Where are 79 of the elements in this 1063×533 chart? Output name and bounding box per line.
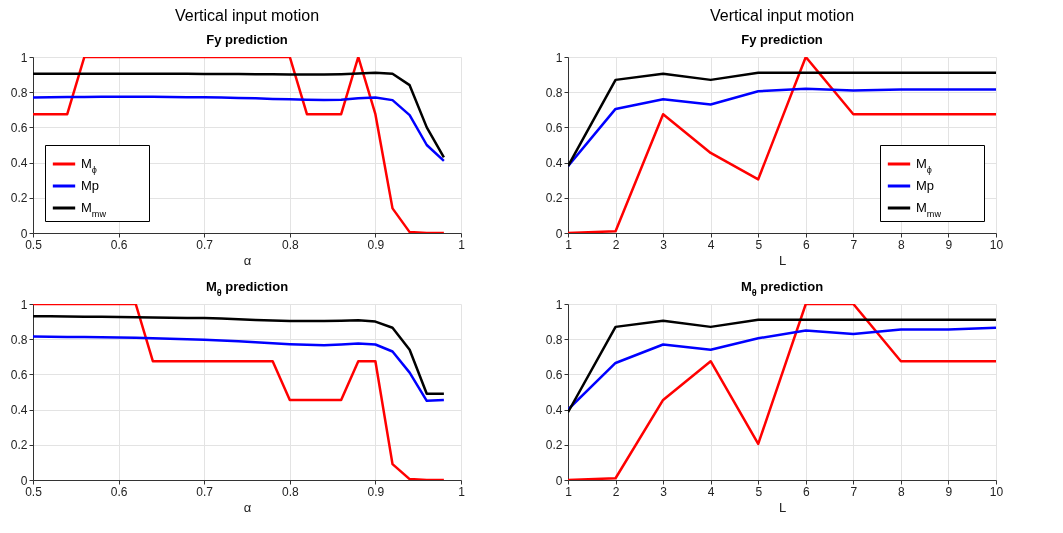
legend-label: Mp — [81, 178, 100, 193]
y-tick-label: 0.2 — [545, 191, 563, 206]
x-tick-label: 2 — [612, 237, 620, 252]
y-tick-label: 0.8 — [10, 85, 28, 100]
y-tick-label: 0.8 — [10, 332, 28, 347]
line-series — [568, 87, 996, 168]
x-tick-label: 7 — [850, 484, 858, 499]
x-tick-label: 2 — [612, 484, 620, 499]
legend-label: M$_{mw}$ — [81, 200, 107, 219]
y-tick-label: 0.8 — [545, 332, 563, 347]
y-tick-label: 0.2 — [10, 191, 28, 206]
chart-title: Vertical input motion — [174, 7, 320, 24]
line-series — [33, 335, 446, 403]
legend-label: M$_{mw}$ — [916, 200, 942, 219]
y-tick-label: 0.2 — [545, 438, 563, 453]
y-tick-label: 1 — [555, 297, 563, 312]
y-tick-label: 0 — [20, 473, 28, 488]
x-tick-label: 9 — [945, 484, 953, 499]
x-tick-label: 0.5 — [25, 484, 43, 499]
line-series — [33, 71, 446, 159]
x-tick-label: 7 — [850, 237, 858, 252]
chart-title: M$_{θ}$ prediction — [205, 279, 289, 298]
x-tick-label: 0.7 — [196, 484, 214, 499]
y-tick-label: 0.4 — [545, 156, 563, 171]
x-tick-label: 4 — [707, 484, 715, 499]
y-tick-label: 0 — [20, 226, 28, 241]
y-tick-label: 1 — [555, 50, 563, 65]
line-series — [33, 57, 446, 233]
line-series — [33, 315, 446, 396]
x-tick-label: 0.7 — [196, 237, 214, 252]
x-tick-label: 1 — [458, 484, 466, 499]
y-tick-label: 0.4 — [10, 403, 28, 418]
x-tick-label: 0.6 — [110, 484, 128, 499]
y-tick-label: 0.6 — [10, 120, 28, 135]
y-tick-label: 0 — [555, 473, 563, 488]
y-tick-label: 0.6 — [545, 367, 563, 382]
y-tick-label: 0.8 — [545, 85, 563, 100]
chart-subtitle: Fy prediction — [741, 32, 823, 47]
x-tick-label: 5 — [755, 484, 763, 499]
x-tick-label: 0.8 — [281, 484, 299, 499]
x-tick-label: 0.8 — [281, 237, 299, 252]
x-tick-label: 0.6 — [110, 237, 128, 252]
x-tick-label: 6 — [802, 484, 810, 499]
y-tick-label: 0.2 — [10, 438, 28, 453]
legend-label: M$_{ϕ}$ — [81, 156, 97, 175]
x-tick-label: 5 — [755, 237, 763, 252]
x-tick-label: 0.9 — [367, 237, 385, 252]
x-tick-label: 4 — [707, 237, 715, 252]
legend-label: M$_{ϕ}$ — [916, 156, 932, 175]
x-axis-title: L — [778, 499, 787, 515]
x-tick-label: 8 — [898, 237, 906, 252]
x-tick-label: 1 — [565, 484, 573, 499]
legend-label: Mp — [916, 178, 935, 193]
x-axis-title: α — [243, 499, 252, 515]
x-tick-label: 0.5 — [25, 237, 43, 252]
y-tick-label: 0.4 — [545, 403, 563, 418]
x-axis-title: α — [243, 252, 252, 268]
y-tick-label: 0 — [555, 226, 563, 241]
chart-title: M$_{θ}$ prediction — [740, 279, 824, 298]
x-tick-label: 1 — [565, 237, 573, 252]
x-tick-label: 10 — [989, 484, 1004, 499]
line-series — [568, 71, 996, 168]
y-tick-label: 0.6 — [10, 367, 28, 382]
x-tick-label: 3 — [660, 237, 668, 252]
y-tick-label: 0.4 — [10, 156, 28, 171]
chart-subtitle: Fy prediction — [206, 32, 288, 47]
line-series — [33, 304, 446, 480]
y-tick-label: 0.6 — [545, 120, 563, 135]
y-tick-label: 1 — [20, 297, 28, 312]
x-tick-label: 3 — [660, 484, 668, 499]
x-axis-title: L — [778, 252, 787, 268]
y-tick-label: 1 — [20, 50, 28, 65]
chart-title: Vertical input motion — [709, 7, 855, 24]
x-tick-label: 9 — [945, 237, 953, 252]
x-tick-label: 6 — [802, 237, 810, 252]
x-tick-label: 0.9 — [367, 484, 385, 499]
x-tick-label: 1 — [458, 237, 466, 252]
x-tick-label: 10 — [989, 237, 1004, 252]
x-tick-label: 8 — [898, 484, 906, 499]
